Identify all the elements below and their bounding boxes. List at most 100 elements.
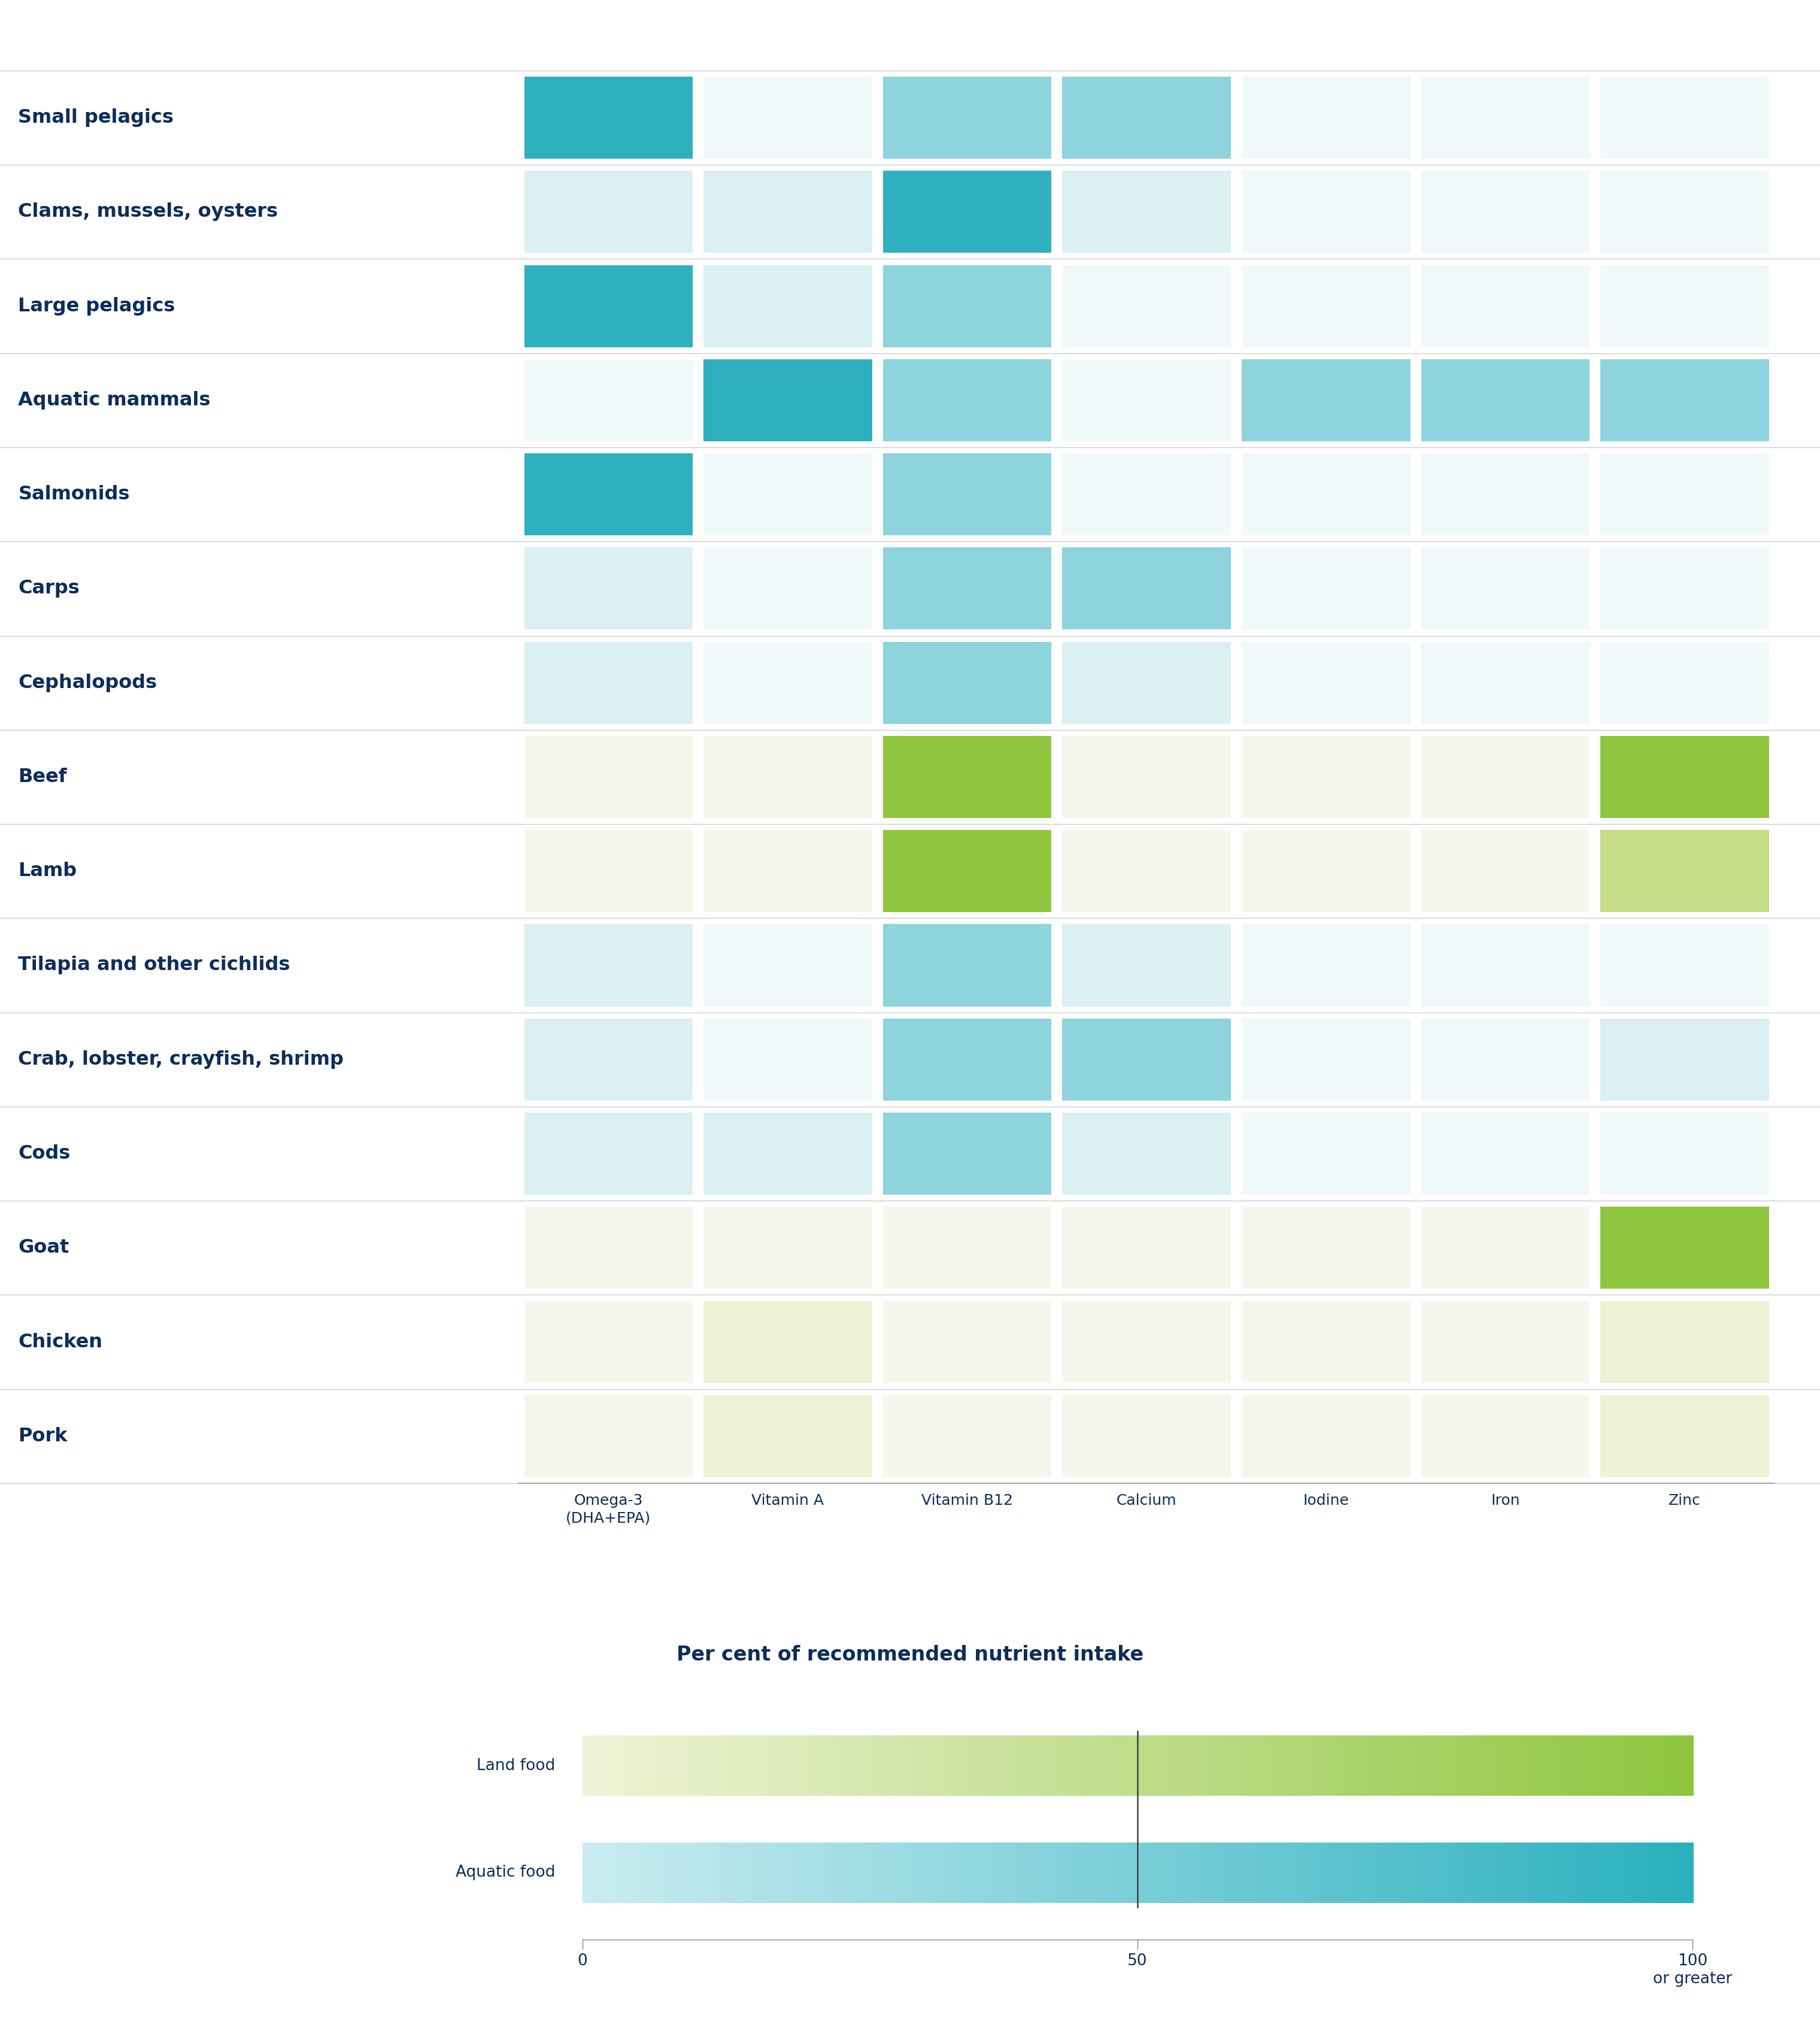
Bar [1285, 1735, 1296, 1796]
Bar [1276, 1735, 1287, 1796]
Bar [1684, 1842, 1694, 1903]
Bar [888, 1842, 897, 1903]
Bar [1212, 1842, 1221, 1903]
Bar [1425, 1842, 1434, 1903]
Bar [1421, 1019, 1589, 1100]
Bar [524, 642, 693, 724]
Bar [1638, 1735, 1647, 1796]
Bar [704, 454, 872, 535]
Text: Vitamin A: Vitamin A [752, 1493, 824, 1507]
Bar [730, 1735, 741, 1796]
Bar [1063, 359, 1230, 442]
Bar [1063, 1112, 1230, 1195]
Bar [1332, 1842, 1341, 1903]
Bar [804, 1842, 815, 1903]
Bar [972, 1735, 981, 1796]
Bar [1684, 1735, 1694, 1796]
Bar [777, 1735, 786, 1796]
Bar [1119, 1842, 1128, 1903]
Bar [1600, 1735, 1611, 1796]
Bar [925, 1735, 935, 1796]
Bar [582, 1735, 593, 1796]
Bar [1600, 737, 1769, 817]
Bar [1267, 1842, 1278, 1903]
Bar [1183, 1842, 1194, 1903]
Bar [1165, 1735, 1176, 1796]
Bar [1600, 1302, 1769, 1382]
Bar [1241, 359, 1410, 442]
Bar [1285, 1842, 1296, 1903]
Bar [1396, 1735, 1407, 1796]
Bar [704, 1112, 872, 1195]
Bar [1063, 1735, 1074, 1796]
Bar [1063, 547, 1230, 630]
Bar [883, 454, 1052, 535]
Bar [1258, 1735, 1269, 1796]
Bar [1101, 1842, 1110, 1903]
Bar [1405, 1735, 1416, 1796]
Bar [981, 1842, 990, 1903]
Bar [1563, 1735, 1572, 1796]
Bar [1421, 1394, 1589, 1477]
Bar [524, 829, 693, 912]
Bar [961, 1842, 972, 1903]
Bar [999, 1735, 1008, 1796]
Bar [1203, 1735, 1212, 1796]
Bar [592, 1735, 602, 1796]
Text: Cods: Cods [18, 1144, 71, 1162]
Bar [1063, 1207, 1230, 1290]
Bar [628, 1842, 639, 1903]
Text: Large pelagics: Large pelagics [18, 297, 175, 315]
Bar [628, 1735, 639, 1796]
Bar [1017, 1735, 1028, 1796]
Bar [1647, 1842, 1656, 1903]
Bar [943, 1842, 954, 1903]
Bar [1461, 1735, 1471, 1796]
Bar [1545, 1842, 1554, 1903]
Bar [1572, 1842, 1583, 1903]
Bar [721, 1842, 732, 1903]
Bar [952, 1842, 963, 1903]
Bar [693, 1842, 704, 1903]
Bar [1665, 1842, 1674, 1903]
Bar [1618, 1735, 1629, 1796]
Bar [721, 1735, 732, 1796]
Bar [675, 1842, 684, 1903]
Bar [1241, 1394, 1410, 1477]
Bar [524, 454, 693, 535]
Bar [832, 1842, 843, 1903]
Bar [1258, 1842, 1269, 1903]
Bar [1600, 547, 1769, 630]
Bar [704, 924, 872, 1007]
Bar [524, 1302, 693, 1382]
Bar [592, 1842, 602, 1903]
Text: Land food: Land food [477, 1758, 555, 1774]
Bar [883, 547, 1052, 630]
Bar [1174, 1735, 1185, 1796]
Text: 100
or greater: 100 or greater [1653, 1953, 1733, 1988]
Bar [990, 1842, 999, 1903]
Bar [1554, 1735, 1563, 1796]
Bar [739, 1735, 750, 1796]
Bar [1421, 1207, 1589, 1290]
Bar [759, 1842, 768, 1903]
Bar [1239, 1842, 1249, 1903]
Bar [1582, 1842, 1592, 1903]
Bar [768, 1735, 777, 1796]
Bar [1063, 1394, 1230, 1477]
Bar [1489, 1735, 1500, 1796]
Bar [1276, 1842, 1287, 1903]
Bar [1241, 1207, 1410, 1290]
Bar [1241, 737, 1410, 817]
Bar [1026, 1842, 1037, 1903]
Bar [1119, 1735, 1128, 1796]
Text: Iodine: Iodine [1303, 1493, 1349, 1507]
Bar [1665, 1735, 1674, 1796]
Bar [981, 1735, 990, 1796]
Bar [704, 1394, 872, 1477]
Bar [906, 1735, 917, 1796]
Text: Calcium: Calcium [1116, 1493, 1178, 1507]
Bar [1063, 172, 1230, 252]
Bar [952, 1735, 963, 1796]
Bar [524, 1112, 693, 1195]
